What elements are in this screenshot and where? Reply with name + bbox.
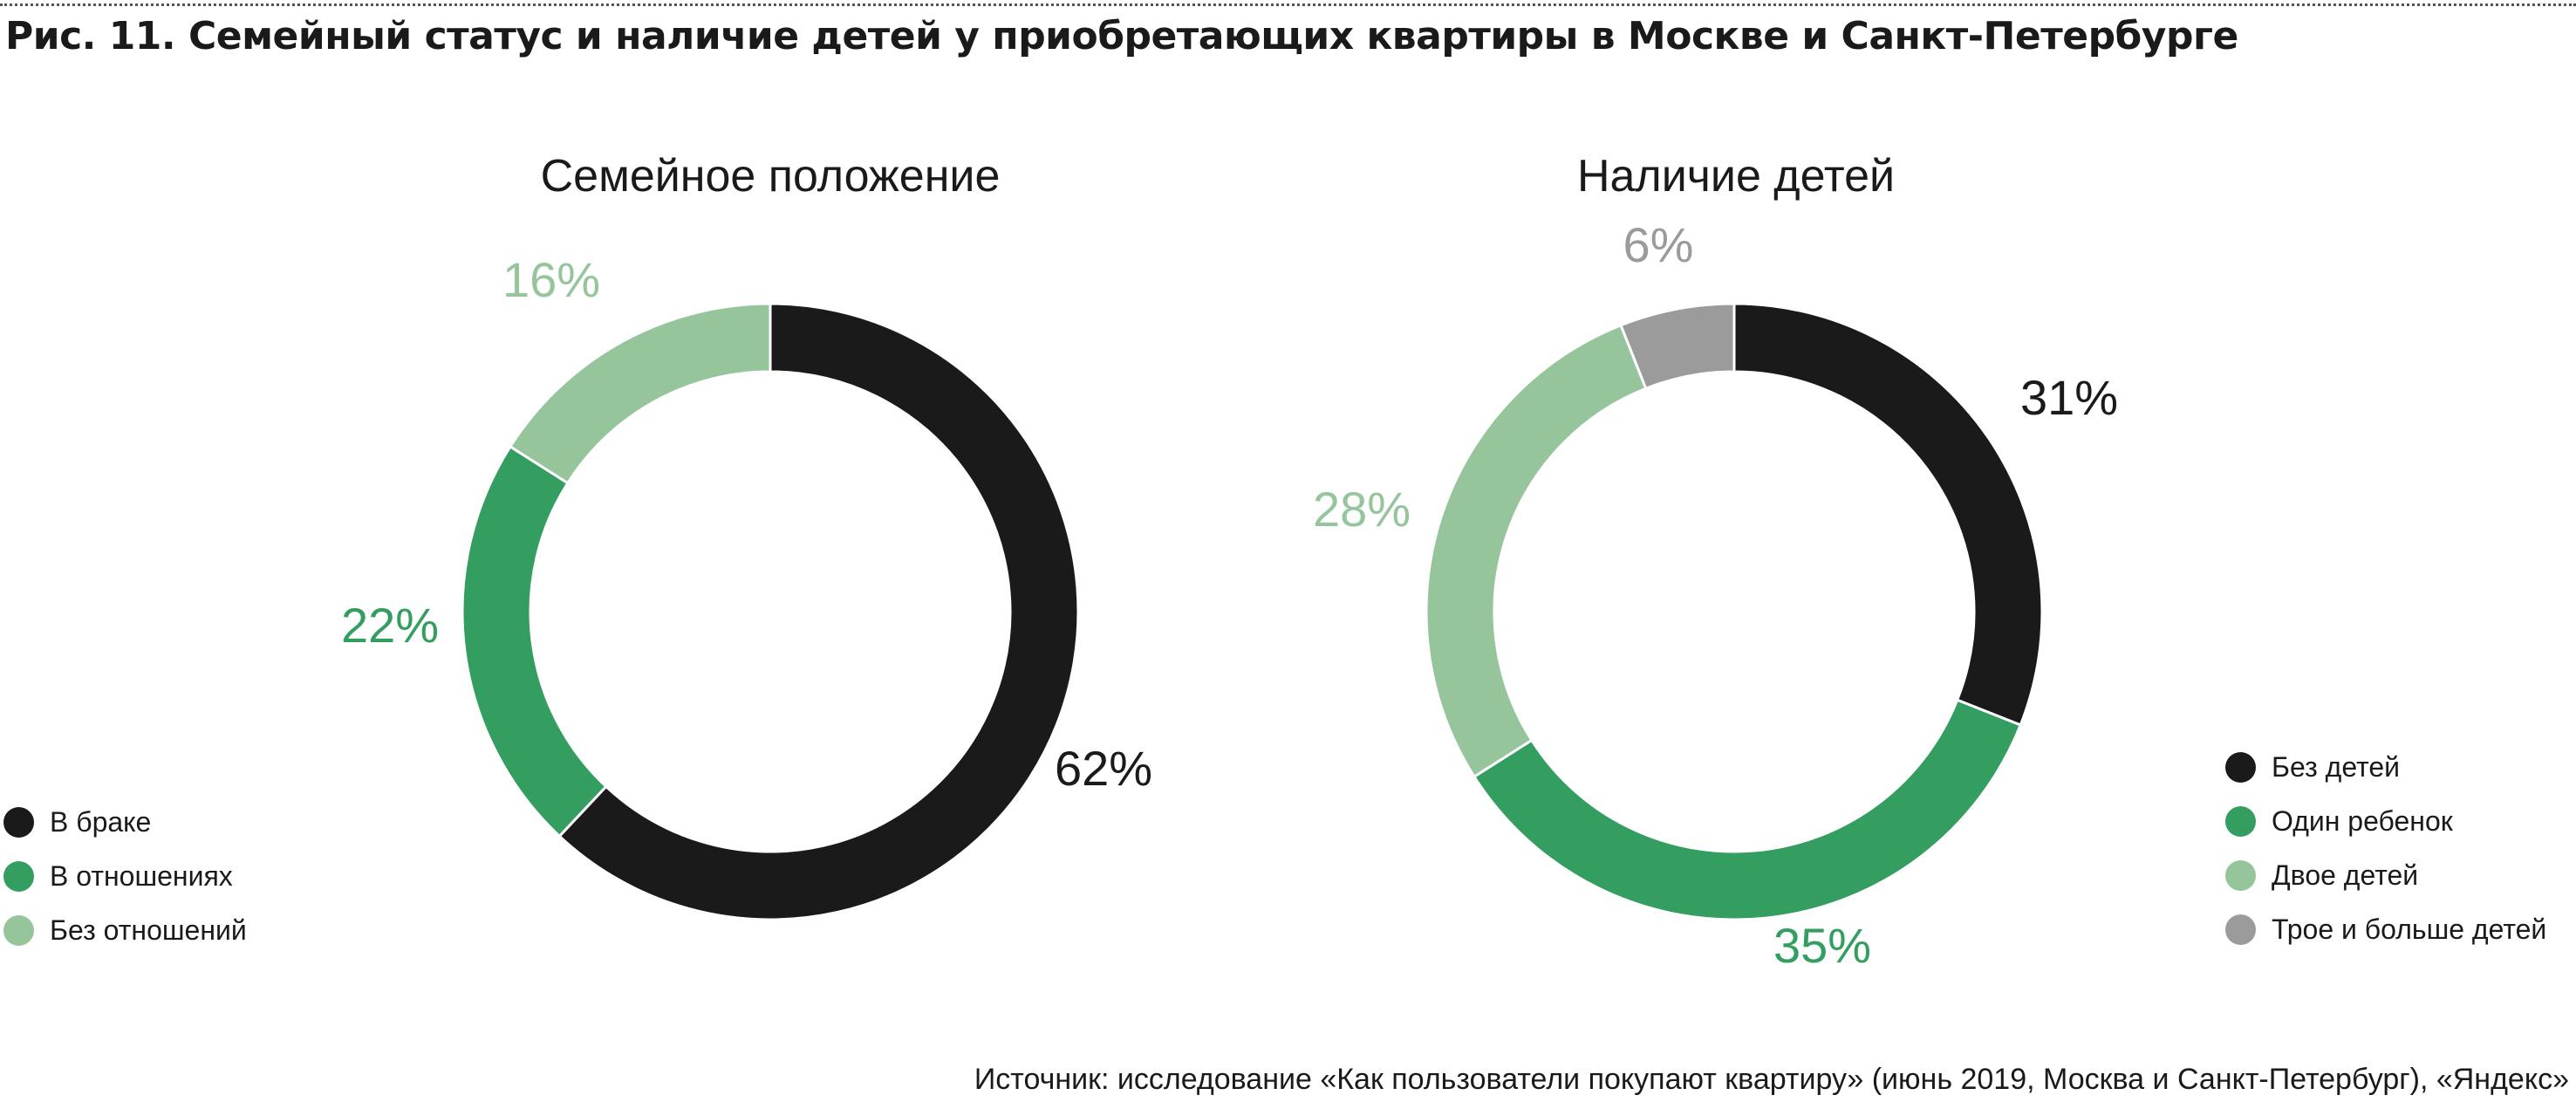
legend-swatch-married [3, 807, 34, 838]
legend-children: Без детей Один ребенок Двое детей Трое и… [2225, 748, 2546, 949]
legend-item-two-children: Двое детей [2225, 856, 2546, 895]
legend-swatch-in-relationship [3, 861, 34, 892]
data-label-marital-single: 16% [502, 252, 600, 307]
top-dotted-rule [0, 3, 2576, 6]
legend-swatch-one-child [2225, 806, 2256, 837]
legend-item-no-children: Без детей [2225, 748, 2546, 787]
legend-label-married: В браке [50, 806, 152, 838]
legend-marital-status: В браке В отношениях Без отношений [3, 803, 247, 950]
legend-label-three-plus-children: Трое и больше детей [2272, 914, 2547, 945]
legend-swatch-single [3, 915, 34, 946]
legend-label-one-child: Один ребенок [2272, 805, 2453, 837]
data-label-marital-in-relationship: 22% [341, 598, 439, 653]
legend-label-no-children: Без детей [2272, 751, 2401, 783]
source-note: Источник: исследование «Как пользователи… [974, 1063, 2569, 1096]
donut-slice-children-three-plus-children [1619, 302, 1736, 391]
figure-title: Рис. 11. Семейный статус и наличие детей… [5, 14, 2238, 58]
donut-slice-children-two-children [1425, 323, 1648, 779]
donut-slice-marital-in-relationship [461, 444, 608, 838]
legend-swatch-three-plus-children [2225, 914, 2256, 945]
data-label-children-one-child: 35% [1773, 918, 1871, 973]
legend-label-in-relationship: В отношениях [50, 860, 233, 892]
legend-item-three-plus-children: Трое и больше детей [2225, 910, 2546, 949]
data-label-children-two-children: 28% [1313, 482, 1411, 537]
chart-title-marital-status: Семейное положение [540, 151, 1001, 202]
legend-swatch-two-children [2225, 860, 2256, 891]
donut-slice-marital-single [508, 302, 772, 485]
legend-swatch-no-children [2225, 752, 2256, 783]
data-label-children-no-children: 31% [2020, 370, 2118, 425]
data-label-children-three-plus-children: 6% [1623, 217, 1694, 272]
chart-title-children: Наличие детей [1576, 151, 1896, 202]
legend-label-two-children: Двое детей [2272, 859, 2419, 891]
legend-label-single: Без отношений [50, 914, 247, 946]
donut-slice-marital-married [557, 302, 1080, 921]
donut-slice-children-one-child [1472, 698, 2023, 921]
legend-item-single: Без отношений [3, 911, 247, 950]
legend-item-married: В браке [3, 803, 247, 842]
donut-slice-children-no-children [1732, 302, 2044, 727]
legend-item-one-child: Один ребенок [2225, 802, 2546, 841]
data-label-marital-married: 62% [1055, 741, 1152, 796]
legend-item-in-relationship: В отношениях [3, 857, 247, 896]
